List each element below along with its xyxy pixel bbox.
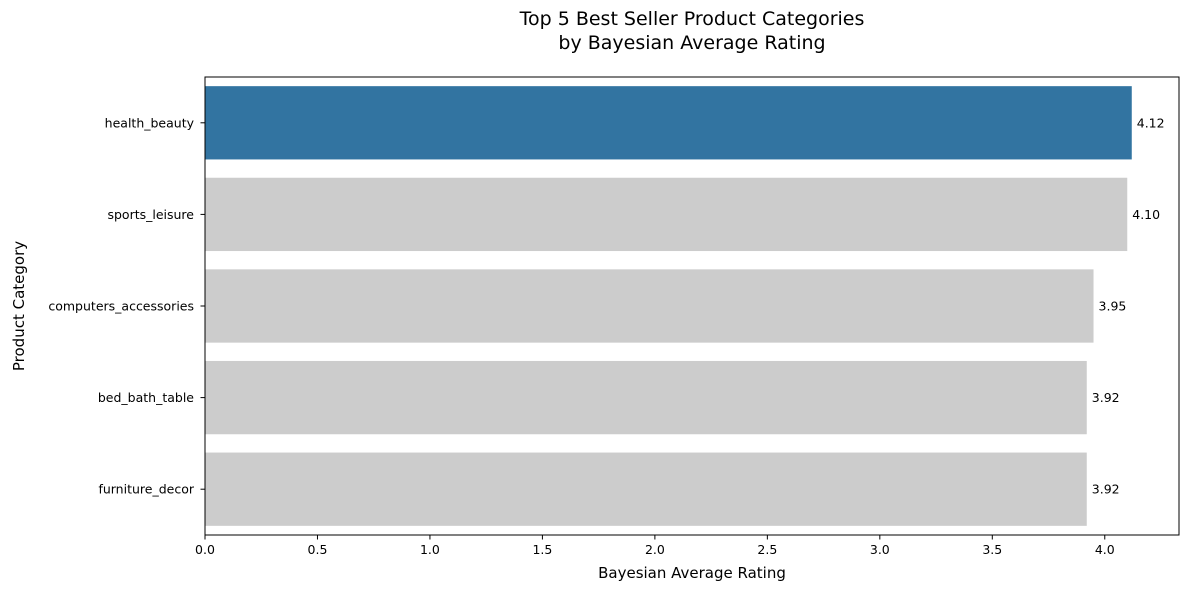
x-axis-ticks: 0.0 0.5 1.0 1.5 2.0 2.5 3.0 3.5 4.0 (195, 535, 1115, 557)
bar-furniture_decor (205, 452, 1087, 526)
bars-group (205, 86, 1132, 526)
y-tick-label-health_beauty: health_beauty (105, 115, 195, 130)
chart-title-line-2: by Bayesian Average Rating (558, 32, 825, 54)
value-label-bed_bath_table: 3.92 (1092, 390, 1120, 405)
y-axis-label: Product Category (10, 241, 28, 371)
x-tick-label: 3.0 (870, 542, 890, 557)
bar-bed_bath_table (205, 360, 1087, 435)
x-tick-label: 2.0 (645, 542, 665, 557)
y-axis-ticks: health_beauty sports_leisure computers_acc… (48, 115, 205, 497)
bar-health_beauty (205, 86, 1132, 160)
bar-sports_leisure (205, 177, 1128, 252)
value-labels-group: 4.12 4.10 3.95 3.92 3.92 (1092, 115, 1165, 496)
y-tick-label-furniture_decor: furniture_decor (98, 482, 194, 497)
x-tick-label: 1.5 (532, 542, 552, 557)
y-tick-label-sports_leisure: sports_leisure (107, 207, 194, 222)
x-axis-label: Bayesian Average Rating (598, 564, 786, 582)
x-tick-label: 0.5 (308, 542, 328, 557)
value-label-furniture_decor: 3.92 (1092, 482, 1120, 497)
x-tick-label: 3.5 (982, 542, 1002, 557)
x-tick-label: 2.5 (757, 542, 777, 557)
x-tick-label: 0.0 (195, 542, 215, 557)
plot-frame (204, 76, 1180, 536)
x-tick-label: 1.0 (420, 542, 440, 557)
bar-computers_accessories (205, 269, 1094, 343)
chart-title-line-1: Top 5 Best Seller Product Categories (519, 8, 865, 30)
value-label-health_beauty: 4.12 (1137, 115, 1165, 130)
value-label-sports_leisure: 4.10 (1132, 207, 1160, 222)
y-tick-label-computers_accessories: computers_accessories (48, 299, 194, 314)
y-tick-label-bed_bath_table: bed_bath_table (98, 390, 194, 405)
value-label-computers_accessories: 3.95 (1099, 299, 1127, 314)
x-tick-label: 4.0 (1095, 542, 1115, 557)
